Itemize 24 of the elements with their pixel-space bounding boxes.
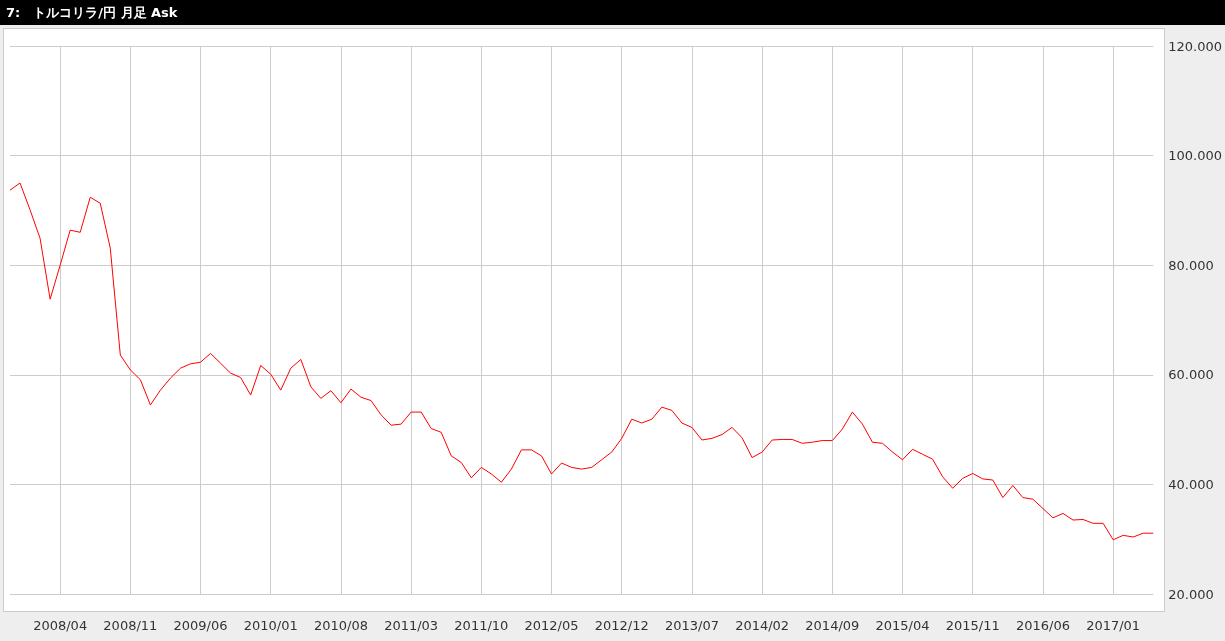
x-tick-label: 2017/01 [1086, 618, 1141, 633]
y-tick-label: 120.000 [1168, 38, 1223, 54]
x-tick-label: 2008/04 [33, 618, 88, 633]
x-tick-label: 2014/02 [735, 618, 790, 633]
y-tick-label: 40.000 [1168, 476, 1214, 492]
x-tick-label: 2008/11 [103, 618, 158, 633]
x-tick-label: 2015/11 [945, 618, 1000, 633]
x-tick-label: 2010/01 [243, 618, 298, 633]
line-series [9, 182, 1154, 541]
x-tick-label: 2016/06 [1015, 618, 1070, 633]
x-tick-label: 2013/07 [664, 618, 719, 633]
x-tick-label: 2011/03 [384, 618, 439, 633]
y-tick-label: 100.000 [1168, 148, 1223, 164]
x-tick-label: 2012/12 [594, 618, 649, 633]
x-tick-label: 2011/10 [454, 618, 509, 633]
chart-title: 7: トルコリラ/円 月足 Ask [0, 0, 1225, 25]
x-tick-label: 2014/09 [805, 618, 860, 633]
x-tick-label: 2015/04 [875, 618, 930, 633]
x-tick-label: 2010/08 [313, 618, 368, 633]
y-tick-label: 60.000 [1168, 367, 1214, 383]
y-tick-label: 20.000 [1168, 586, 1214, 602]
x-tick-label: 2012/05 [524, 618, 579, 633]
y-tick-label: 80.000 [1168, 257, 1214, 273]
x-tick-label: 2009/06 [173, 618, 228, 633]
